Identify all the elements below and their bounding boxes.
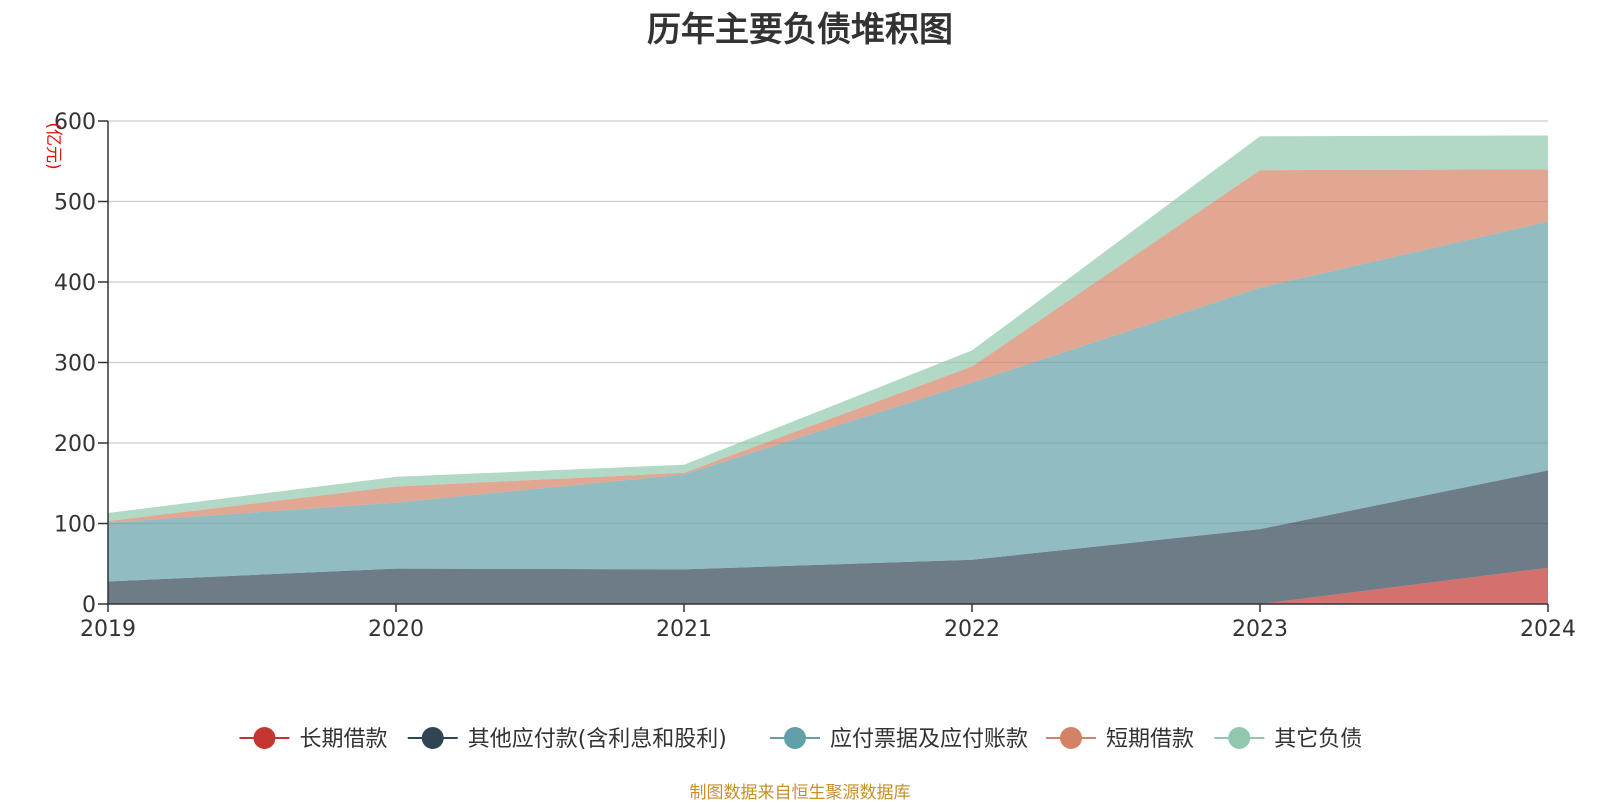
x-tick-label: 2022 — [944, 617, 1000, 642]
x-tick-label: 2020 — [368, 617, 424, 642]
area-series-3 — [108, 221, 1548, 582]
chart-title: 历年主要负债堆积图 — [647, 10, 953, 50]
x-tick-label: 2019 — [80, 617, 136, 642]
y-unit-label: (亿元) — [43, 122, 63, 169]
y-tick-label: 400 — [54, 271, 96, 296]
y-tick-label: 100 — [54, 513, 96, 538]
legend-label: 短期借款 — [1106, 727, 1194, 752]
legend: 长期借款 其他应付款(含利息和股利) 应付票据及应付账款 短期借款 其它负债 — [239, 727, 1362, 752]
legend-label: 其他应付款(含利息和股利) — [468, 727, 727, 752]
legend-label: 长期借款 — [299, 727, 387, 752]
area-series-4 — [108, 169, 1548, 523]
x-tick-label: 2021 — [656, 617, 712, 642]
y-tick-label: 0 — [82, 593, 96, 618]
legend-marker — [421, 727, 444, 749]
legend-item: 其他应付款(含利息和股利) — [407, 727, 727, 752]
y-tick-label: 500 — [54, 191, 96, 216]
legend-marker — [784, 727, 806, 749]
source-note: 制图数据来自恒生聚源数据库 — [689, 783, 911, 803]
area-series-1 — [108, 567, 1548, 604]
legend-marker — [1228, 727, 1251, 749]
legend-item: 短期借款 — [1046, 727, 1194, 752]
y-tick-label: 300 — [54, 352, 96, 377]
legend-item: 长期借款 — [239, 727, 387, 752]
legend-marker — [1060, 727, 1083, 749]
legend-item: 应付票据及应付账款 — [770, 727, 1028, 752]
x-tick-label: 2023 — [1232, 617, 1288, 642]
y-tick-label: 200 — [54, 432, 96, 457]
legend-marker — [253, 727, 276, 749]
area-series-2 — [108, 470, 1548, 604]
legend-label: 其它负债 — [1274, 727, 1362, 752]
legend-label: 应付票据及应付账款 — [830, 727, 1028, 752]
x-tick-label: 2024 — [1520, 617, 1576, 642]
y-tick-label: 600 — [54, 110, 96, 135]
legend-item: 其它负债 — [1214, 727, 1362, 752]
